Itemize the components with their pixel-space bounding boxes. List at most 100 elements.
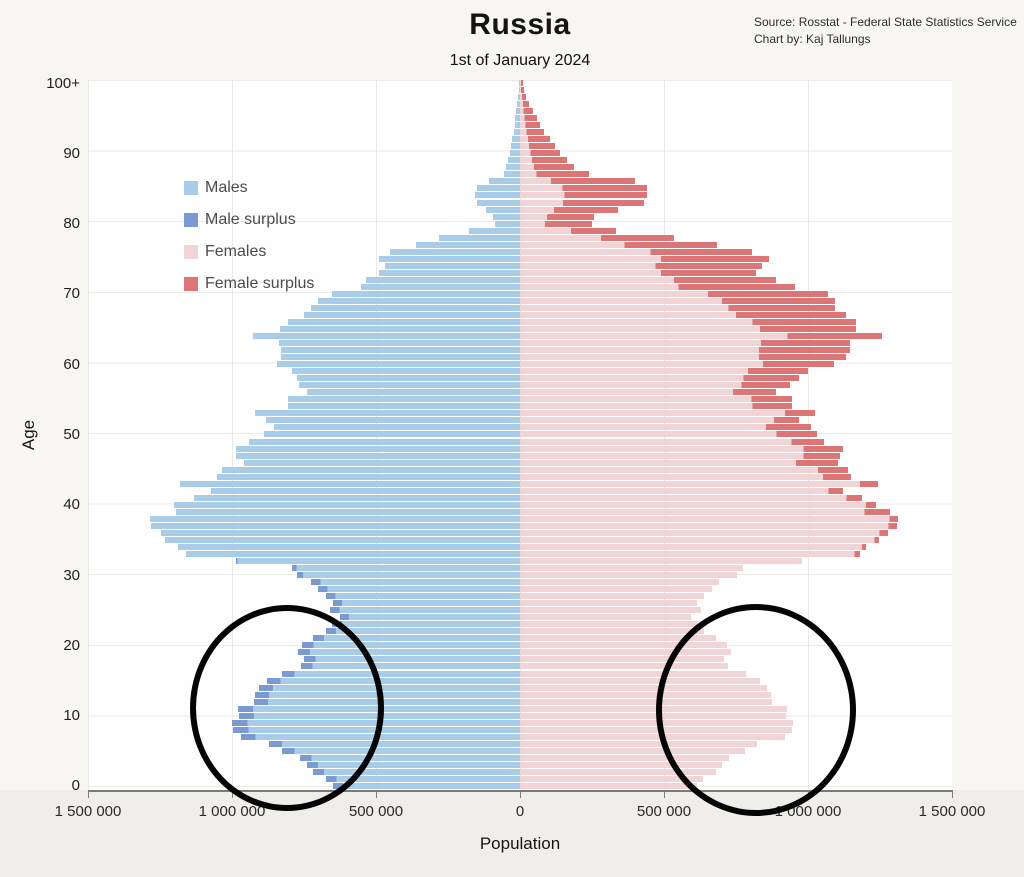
chart-title: Russia <box>469 8 571 41</box>
bar-female-age-86 <box>520 178 636 185</box>
bar-female-age-49 <box>520 438 825 445</box>
chart-author-line: Chart by: Kaj Tallungs <box>754 32 871 47</box>
bar-male-age-87 <box>503 171 520 178</box>
annotation-circle-right <box>656 604 856 816</box>
bar-male-age-58 <box>296 375 520 382</box>
bar-male-age-94 <box>514 122 520 129</box>
bar-female-age-17 <box>520 663 728 670</box>
males-swatch-icon <box>184 180 198 195</box>
bar-male-age-3 <box>306 761 520 768</box>
legend-item-female-surplus: Female surplus <box>184 272 314 295</box>
bar-female-age-61 <box>520 354 847 361</box>
bar-male-age-59 <box>291 368 520 375</box>
bar-female-age-97 <box>520 101 529 108</box>
bar-female-age-41 <box>520 494 862 501</box>
bar-male-age-44 <box>217 473 520 480</box>
bar-male-age-56 <box>307 389 520 396</box>
bar-male-age-15 <box>266 677 520 684</box>
bar-male-age-41 <box>193 494 520 501</box>
bar-male-age-84 <box>475 192 520 199</box>
bar-male-age-7 <box>240 733 520 740</box>
bar-female-age-47 <box>520 452 840 459</box>
females-swatch-icon <box>184 244 198 259</box>
bar-male-age-61 <box>280 354 520 361</box>
legend: Males Male surplus Females Female surplu… <box>184 176 314 304</box>
bar-female-age-88 <box>520 164 574 171</box>
x-axis-tick <box>232 792 233 798</box>
bar-male-age-86 <box>488 178 520 185</box>
bar-female-age-98 <box>520 94 527 101</box>
bar-male-age-33 <box>185 550 520 557</box>
legend-item-male-surplus: Male surplus <box>184 208 314 231</box>
bar-male-age-4 <box>299 754 520 761</box>
y-axis-tick-label: 30 <box>63 566 80 584</box>
bar-female-age-90 <box>520 150 561 157</box>
bar-female-age-85 <box>520 185 648 192</box>
bar-female-age-13 <box>520 691 771 698</box>
bar-female-age-51 <box>520 424 812 431</box>
bar-male-age-18 <box>304 656 520 663</box>
bar-male-age-46 <box>244 459 520 466</box>
bar-female-age-63 <box>520 340 851 347</box>
bar-female-age-53 <box>520 410 815 417</box>
x-axis-tick <box>664 792 665 798</box>
bar-male-age-80 <box>494 220 520 227</box>
bar-male-age-77 <box>415 241 520 248</box>
bar-male-age-89 <box>507 157 520 164</box>
bar-male-age-48 <box>236 445 520 452</box>
bar-male-age-13 <box>255 691 520 698</box>
legend-label: Males <box>205 178 248 196</box>
bar-female-age-56 <box>520 389 776 396</box>
bar-male-age-16 <box>281 670 520 677</box>
bar-female-age-52 <box>520 417 800 424</box>
bar-female-age-100 <box>520 80 524 86</box>
bar-male-age-60 <box>276 361 520 368</box>
bar-female-age-94 <box>520 122 540 129</box>
x-axis-tick-label: 500 000 <box>636 803 692 820</box>
bar-male-age-97 <box>517 101 520 108</box>
bar-male-age-24 <box>340 614 520 621</box>
bar-female-age-84 <box>520 192 647 199</box>
bar-female-age-29 <box>520 579 719 586</box>
bar-female-age-96 <box>520 108 533 115</box>
y-axis-tick-label: 20 <box>63 636 80 654</box>
bar-female-age-60 <box>520 361 834 368</box>
bar-male-age-36 <box>160 529 520 536</box>
bar-female-age-20 <box>520 642 727 649</box>
bar-male-age-62 <box>280 347 520 354</box>
bar-female-age-26 <box>520 600 698 607</box>
bar-female-age-83 <box>520 199 644 206</box>
source-attribution: Source: Rosstat - Federal State Statisti… <box>754 14 1019 49</box>
bar-female-age-5 <box>520 747 746 754</box>
bar-male-age-51 <box>273 424 520 431</box>
bar-male-age-43 <box>180 480 520 487</box>
bar-female-age-72 <box>520 276 777 283</box>
bar-female-age-37 <box>520 522 897 529</box>
x-axis-tick-label: 1 500 000 <box>918 803 986 820</box>
bar-male-age-93 <box>513 129 520 136</box>
x-axis-tick-label: 1 000 000 <box>198 803 266 820</box>
bar-male-age-73 <box>378 269 520 276</box>
legend-item-males: Males <box>184 176 314 199</box>
bar-male-age-20 <box>301 642 520 649</box>
legend-label: Male surplus <box>205 210 296 228</box>
bar-male-age-100 <box>519 80 520 86</box>
y-axis-tick-label: 40 <box>63 496 80 514</box>
bar-male-age-72 <box>365 276 520 283</box>
bar-male-age-38 <box>150 515 520 522</box>
bar-female-age-38 <box>520 515 899 522</box>
y-axis-tick-label: 70 <box>63 285 80 303</box>
bar-female-age-19 <box>520 649 731 656</box>
bar-female-age-4 <box>520 754 729 761</box>
bar-male-age-49 <box>248 438 520 445</box>
bar-female-age-7 <box>520 733 785 740</box>
bar-female-age-77 <box>520 241 717 248</box>
x-axis-tick <box>376 792 377 798</box>
bar-female-age-66 <box>520 319 856 325</box>
bar-female-age-71 <box>520 283 796 290</box>
bar-female-age-87 <box>520 171 590 178</box>
bar-male-age-6 <box>269 740 520 747</box>
bar-male-age-1 <box>326 775 520 782</box>
x-axis-line <box>88 790 953 792</box>
